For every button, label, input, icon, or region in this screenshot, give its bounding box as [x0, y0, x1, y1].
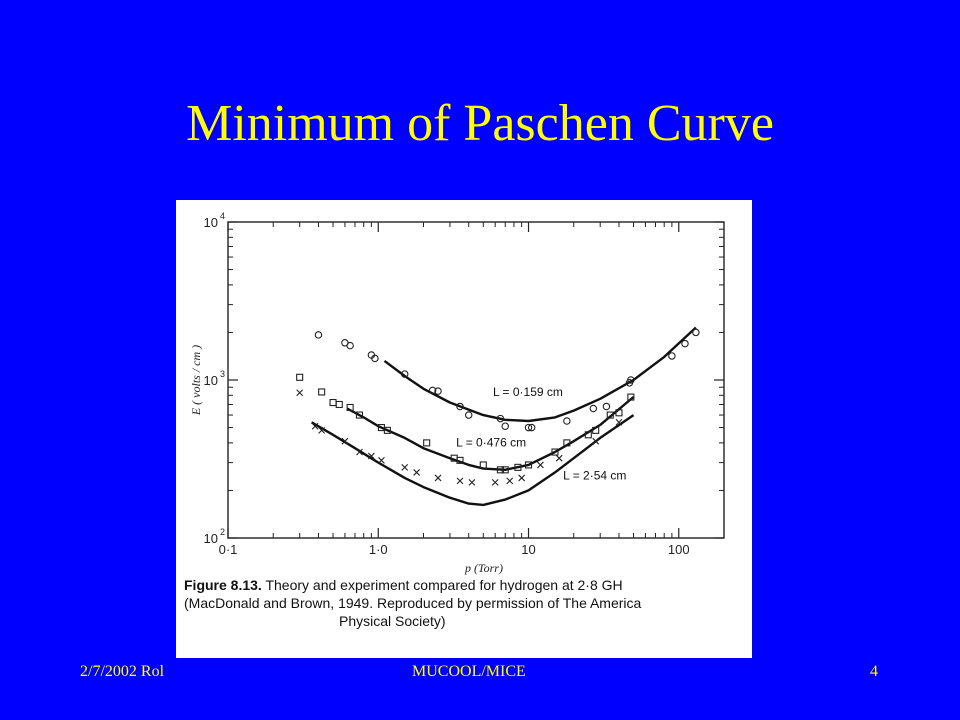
data-point-circle [346, 341, 354, 350]
y-tick-label: 10 [204, 373, 218, 388]
data-point-circle [464, 411, 473, 419]
data-point-square [335, 400, 343, 409]
theory-curve-2 [346, 396, 635, 471]
caption-line3: Physical Society) [339, 613, 446, 629]
footer-project: MUCOOL/MICE [412, 663, 526, 680]
data-point-circle [589, 404, 598, 413]
x-tick-label: 1·0 [369, 542, 388, 557]
data-point-square [524, 461, 533, 469]
data-point-x [367, 452, 375, 460]
data-point-square [383, 426, 391, 434]
data-point-x [356, 448, 363, 456]
data-point-x [468, 478, 476, 486]
data-point-x [296, 389, 304, 397]
series-label-2: L = 0·476 cm [456, 435, 526, 449]
y-tick-exponent: 3 [220, 369, 225, 379]
data-point-circle [627, 376, 635, 384]
y-tick-exponent: 2 [220, 527, 225, 537]
caption-label: Figure 8.13. [184, 577, 262, 593]
data-point-square [501, 466, 509, 474]
data-point-square [606, 411, 614, 419]
x-tick-label: 0·1 [219, 542, 238, 557]
data-point-x [318, 426, 326, 434]
theory-curve-1 [383, 326, 697, 423]
x-axis-label: p (Torr) [464, 561, 503, 575]
data-point-x [311, 422, 319, 430]
data-point-circle [456, 402, 464, 411]
series-label-3: L = 2·54 cm [563, 468, 626, 482]
data-point-circle [496, 414, 505, 423]
data-point-x [506, 477, 514, 485]
caption-line1: Theory and experiment compared for hydro… [265, 577, 623, 593]
data-point-circle [434, 387, 442, 395]
theory-curve-3 [310, 414, 635, 507]
figure-caption: Figure 8.13. Theory and experiment compa… [184, 576, 749, 630]
slide-title: Minimum of Paschen Curve [186, 95, 774, 152]
data-point-circle [428, 386, 437, 395]
data-point-x [555, 454, 563, 462]
y-tick-exponent: 4 [220, 211, 225, 221]
data-point-circle [371, 354, 379, 363]
data-point-circle [692, 328, 700, 337]
data-point-x [615, 418, 623, 426]
data-point-x [592, 437, 600, 445]
y-axis-label: E ( volts / cm ) [189, 345, 203, 416]
data-point-square [584, 431, 592, 439]
data-point-square [456, 456, 464, 464]
data-point-circle [400, 370, 409, 378]
x-tick-label: 10 [521, 542, 535, 557]
caption-line2: (MacDonald and Brown, 1949. Reproduced b… [184, 595, 642, 611]
series-label-1: L = 0·159 cm [493, 385, 563, 399]
data-point-circle [314, 331, 323, 339]
data-point-x [456, 477, 464, 485]
data-point-circle [527, 423, 536, 432]
data-point-square [355, 411, 364, 419]
data-point-x [518, 474, 526, 482]
x-tick-label: 100 [668, 542, 690, 557]
data-point-square [627, 393, 635, 401]
data-point-x [413, 469, 421, 476]
data-point-square [318, 388, 326, 396]
data-point-square [563, 439, 571, 447]
data-point-square [296, 373, 304, 381]
data-point-square [329, 398, 337, 407]
figure-panel: 0·1 1·0 10 100 10 2 10 3 10 4 p (Torr) E ( volts / … [176, 200, 752, 658]
data-point-circle [602, 402, 611, 411]
data-point-square [514, 463, 522, 471]
data-point-square [615, 409, 623, 417]
data-point-x [434, 474, 442, 482]
data-point-circle [524, 423, 533, 432]
data-point-square [479, 461, 487, 469]
data-point-x [491, 478, 499, 486]
data-point-x [401, 463, 409, 471]
y-tick-label: 10 [204, 531, 218, 546]
data-point-circle [563, 417, 571, 425]
data-point-x [378, 456, 385, 464]
data-point-x [537, 461, 544, 469]
data-point-square [423, 439, 431, 447]
data-point-square [551, 448, 559, 456]
data-point-circle [681, 339, 689, 348]
footer-page-number: 4 [870, 663, 878, 680]
data-point-square [592, 426, 600, 434]
data-point-x [341, 437, 349, 445]
data-point-square [496, 466, 504, 474]
y-tick-label: 10 [204, 215, 218, 230]
data-point-circle [668, 352, 676, 360]
data-point-square [346, 403, 354, 412]
footer-date-author: 2/7/2002 Rol [80, 663, 165, 680]
data-point-circle [501, 422, 509, 430]
